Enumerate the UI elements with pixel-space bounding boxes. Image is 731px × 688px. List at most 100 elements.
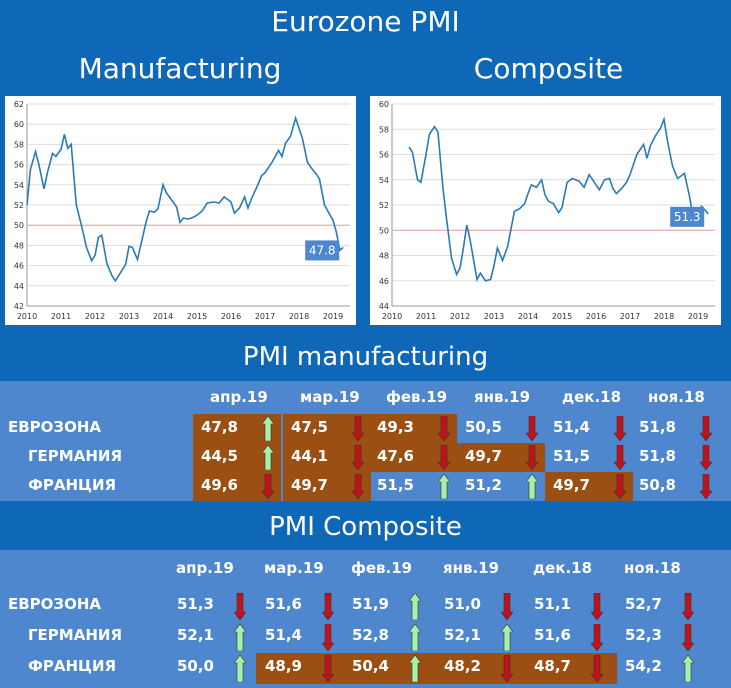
x-tick-label: 2016 — [586, 312, 606, 321]
arrow-down-icon — [681, 623, 695, 655]
comp-table: апр.19 мар.19 фев.19 янв.19 дек.18 ноя.18 ЕВРО… — [0, 550, 731, 688]
column-header: апр.19 — [176, 559, 234, 577]
x-tick-label: 2017 — [620, 312, 640, 321]
x-tick-label: 2019 — [688, 312, 708, 321]
table-cell-value: 50,0 — [176, 657, 214, 675]
column-header: апр.19 — [210, 388, 268, 406]
column-header: ноя.18 — [648, 388, 705, 406]
table-cell-value: 49,6 — [200, 476, 238, 494]
chart-titles-band: Manufacturing Composite — [0, 44, 731, 94]
column-header: дек.18 — [562, 388, 622, 406]
x-tick-label: 2017 — [255, 312, 275, 321]
table-cell-value: 51,4 — [552, 418, 590, 436]
row-label: ЕВРОЗОНА — [8, 595, 101, 613]
series-line — [26, 115, 344, 283]
y-tick-label: 52 — [14, 201, 24, 210]
table-cell-value: 47,6 — [376, 447, 414, 465]
table-cell-value: 47,5 — [290, 418, 328, 436]
x-tick-label: 2018 — [654, 312, 674, 321]
table-cell-value: 52,1 — [443, 626, 481, 644]
table-cell-value: 51,9 — [351, 595, 389, 613]
table-cell-value: 44,5 — [200, 447, 238, 465]
series-line — [408, 116, 709, 282]
table-cell-value: 52,7 — [624, 595, 662, 613]
row-label: ГЕРМАНИЯ — [28, 447, 122, 465]
x-tick-label: 2013 — [484, 312, 504, 321]
x-tick-label: 2019 — [323, 312, 343, 321]
y-tick-label: 48 — [379, 252, 389, 261]
arrow-down-icon — [590, 654, 604, 686]
arrow-down-icon — [261, 473, 275, 503]
column-header: мар.19 — [300, 388, 360, 406]
composite-chart-svg: 44 46 48 50 52 54 56 58 60 2010 2011 2012 2013 2014 20… — [379, 100, 715, 321]
column-header: янв.19 — [443, 559, 500, 577]
arrow-down-icon — [437, 415, 451, 445]
x-tick-label: 2011 — [51, 312, 71, 321]
table-cell-value: 49,3 — [376, 418, 414, 436]
highlight-cell — [435, 653, 527, 684]
row-label: ЕВРОЗОНА — [8, 418, 101, 436]
x-tick-label: 2016 — [221, 312, 241, 321]
x-tick-label: 2015 — [552, 312, 572, 321]
highlight-cell — [343, 653, 435, 684]
table-cell-value: 51,8 — [638, 447, 676, 465]
arrow-up-icon — [437, 473, 451, 503]
mfg-table-title: PMI manufacturing — [242, 342, 489, 372]
table-cell-value: 48,2 — [443, 657, 481, 675]
y-tick-label: 50 — [379, 226, 389, 235]
last-value-box — [305, 240, 340, 261]
composite-chart: 44 46 48 50 52 54 56 58 60 2010 2011 2012 2013 2014 20… — [370, 96, 721, 325]
page-title: Eurozone PMI — [271, 5, 460, 38]
arrow-down-icon — [590, 623, 604, 655]
last-value-label: 47.8 — [309, 243, 336, 257]
x-tick-label: 2012 — [85, 312, 105, 321]
arrow-down-icon — [699, 444, 713, 474]
y-tick-label: 58 — [379, 125, 389, 134]
arrow-up-icon — [233, 623, 247, 655]
x-tick-label: 2010 — [17, 312, 37, 321]
y-tick-label: 42 — [14, 302, 24, 311]
y-tick-label: 54 — [379, 176, 389, 185]
arrow-up-icon — [500, 623, 514, 655]
y-tick-label: 60 — [379, 100, 389, 109]
table-cell-value: 51,8 — [638, 418, 676, 436]
table-cell-value: 51,1 — [533, 595, 571, 613]
comp-table-title-band: PMI Composite — [0, 505, 731, 549]
column-header: фев.19 — [351, 559, 413, 577]
x-tick-label: 2010 — [382, 312, 402, 321]
y-tick-label: 58 — [14, 140, 24, 149]
y-tick-label: 44 — [14, 282, 24, 291]
table-cell-value: 51,5 — [376, 476, 414, 494]
x-tick-label: 2014 — [153, 312, 173, 321]
row-label: ФРАНЦИЯ — [28, 657, 117, 675]
right-chart-title: Composite — [473, 52, 624, 85]
y-tick-label: 46 — [379, 277, 389, 286]
table-cell-value: 51,4 — [264, 626, 302, 644]
arrow-down-icon — [525, 444, 539, 474]
table-cell-value: 51,3 — [176, 595, 214, 613]
y-tick-label: 46 — [14, 262, 24, 271]
table-cell-value: 54,2 — [624, 657, 662, 675]
mfg-table-title-band: PMI manufacturing — [0, 335, 731, 379]
x-tick-label: 2013 — [119, 312, 139, 321]
table-cell-value: 52,3 — [624, 626, 662, 644]
arrow-up-icon — [233, 654, 247, 686]
table-cell-value: 50,8 — [638, 476, 676, 494]
arrow-down-icon — [681, 592, 695, 624]
y-tick-label: 54 — [14, 181, 24, 190]
arrow-down-icon — [699, 473, 713, 503]
arrow-down-icon — [613, 415, 627, 445]
arrow-down-icon — [351, 473, 365, 503]
y-tick-label: 56 — [379, 151, 389, 160]
arrow-down-icon — [500, 654, 514, 686]
arrow-up-icon — [261, 415, 275, 445]
x-tick-label: 2012 — [450, 312, 470, 321]
arrow-up-icon — [525, 473, 539, 503]
table-cell-value: 48,9 — [264, 657, 302, 675]
row-label: ФРАНЦИЯ — [28, 476, 117, 494]
table-cell-value: 49,7 — [464, 447, 502, 465]
arrow-down-icon — [699, 415, 713, 445]
x-tick-label: 2011 — [416, 312, 436, 321]
arrow-down-icon — [613, 444, 627, 474]
column-header: мар.19 — [264, 559, 324, 577]
